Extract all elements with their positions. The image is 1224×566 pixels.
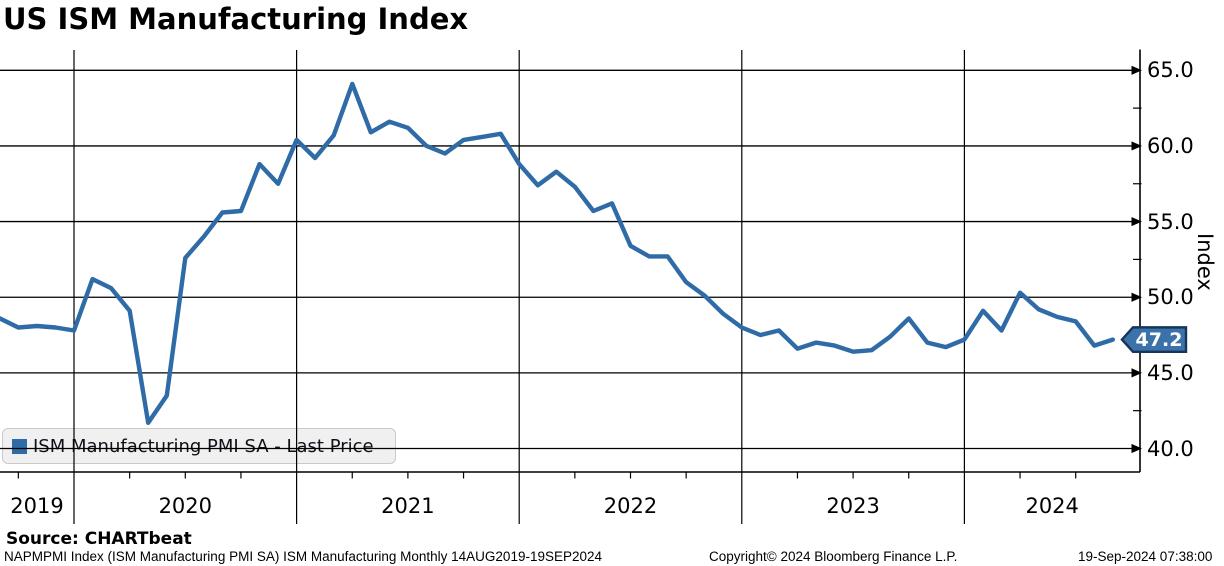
x-tick-label: 2024 [1025,494,1079,518]
legend: ISM Manufacturing PMI SA - Last Price [2,428,396,464]
y-major-tick-arrow [1131,65,1142,75]
y-major-tick-arrow [1131,216,1142,227]
x-tick-label: 2021 [381,494,435,518]
y-tick-label: 50.0 [1147,285,1194,310]
y-major-tick-arrow [1131,368,1142,378]
x-tick-label: 2022 [603,494,658,518]
last-price-badge-label: 47.2 [1136,329,1183,351]
y-tick-label: 65.0 [1147,58,1194,83]
y-tick-label: 60.0 [1147,133,1194,158]
legend-swatch [12,438,27,454]
footer-security-info: NAPMPMI Index (ISM Manufacturing PMI SA)… [4,549,603,564]
x-tick-label: 2023 [826,494,880,518]
y-tick-label: 40.0 [1147,436,1194,461]
last-price-badge [1120,326,1188,353]
y-axis-title: Index [1193,233,1217,291]
y-major-tick-arrow [1131,141,1142,151]
source-line: Source: CHARTbeat [6,529,192,549]
x-tick-label: 2020 [158,494,213,518]
pmi-line-series [0,81,1116,425]
x-tick-label: 2019 [10,494,64,518]
y-tick-label: 45.0 [1147,360,1194,385]
y-major-tick-arrow [1131,292,1142,302]
page-title: US ISM Manufacturing Index [3,2,469,36]
y-major-tick-arrow [1131,443,1142,454]
footer-timestamp: 19-Sep-2024 07:38:00 [1078,549,1213,564]
legend-label: ISM Manufacturing PMI SA - Last Price [33,435,374,457]
y-tick-label: 55.0 [1147,209,1194,234]
footer-copyright: Copyright© 2024 Bloomberg Finance L.P. [709,549,958,564]
